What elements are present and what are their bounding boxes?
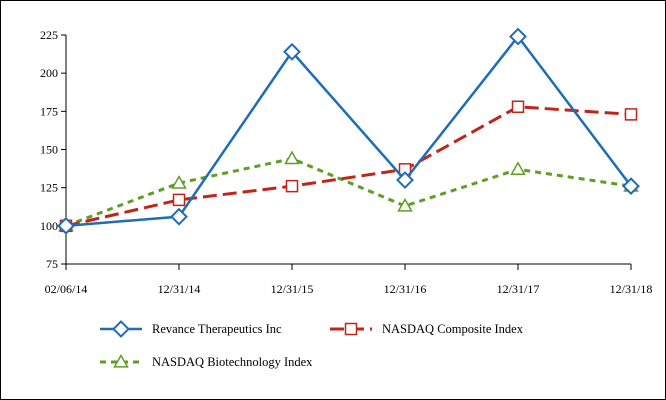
x-tick-label: 12/31/14 xyxy=(158,282,201,296)
legend-item: Revance Therapeutics Inc xyxy=(100,320,282,338)
axes: 75 100 125 150 175 200 225 02/06/14 12/31/14 12/3… xyxy=(40,28,652,296)
y-tick-label: 175 xyxy=(40,104,58,118)
x-tick-label: 02/06/14 xyxy=(45,282,88,296)
data-point-diamond xyxy=(509,27,527,46)
legend-label: NASDAQ Composite Index xyxy=(382,322,524,336)
y-tick-label: 200 xyxy=(40,66,58,80)
x-tick-label: 12/31/17 xyxy=(497,282,540,296)
data-point-triangle xyxy=(510,161,526,175)
x-tick-label: 12/31/15 xyxy=(271,282,314,296)
series-line xyxy=(65,157,632,228)
legend-marker-diamond xyxy=(112,320,130,338)
data-point-triangle xyxy=(397,197,413,212)
data-point-square xyxy=(624,108,638,121)
data-point-diamond xyxy=(622,177,640,196)
series-line xyxy=(65,105,632,228)
series-square xyxy=(59,100,638,233)
legend-marker-square xyxy=(344,322,358,336)
y-tick-label: 225 xyxy=(40,28,58,42)
data-point-triangle xyxy=(171,175,187,189)
series-diamond xyxy=(57,27,640,235)
y-tick-label: 150 xyxy=(40,143,58,157)
legend-item: NASDAQ Biotechnology Index xyxy=(100,353,313,369)
legend: Revance Therapeutics Inc NASDAQ Composite… xyxy=(100,320,524,369)
y-tick-label: 100 xyxy=(40,219,58,233)
legend-label: NASDAQ Biotechnology Index xyxy=(152,355,313,369)
data-point-diamond xyxy=(57,216,75,235)
data-point-diamond xyxy=(170,207,188,226)
data-point-diamond xyxy=(283,42,301,61)
x-tick-label: 12/31/18 xyxy=(610,282,653,296)
series-layer xyxy=(57,27,640,235)
data-point-triangle xyxy=(284,150,300,165)
data-point-square xyxy=(511,100,525,114)
y-tick-label: 75 xyxy=(46,257,58,271)
series-line xyxy=(65,34,632,228)
legend-marker-triangle xyxy=(113,353,129,368)
legend-label: Revance Therapeutics Inc xyxy=(152,322,282,336)
data-point-square xyxy=(285,179,299,193)
x-tick-label: 12/31/16 xyxy=(384,282,427,296)
legend-item: NASDAQ Composite Index xyxy=(330,322,524,336)
y-tick-label: 125 xyxy=(40,181,58,195)
data-point-square xyxy=(172,193,186,207)
data-point-diamond xyxy=(396,171,414,189)
